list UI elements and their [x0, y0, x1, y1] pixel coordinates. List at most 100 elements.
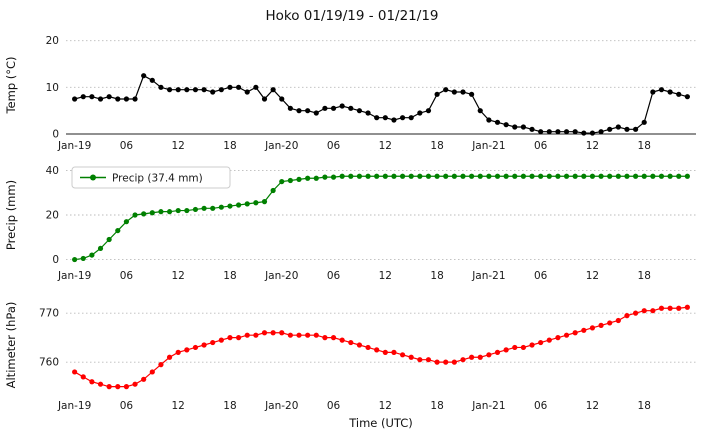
data-point [512, 173, 518, 179]
data-point [348, 105, 354, 111]
data-point [330, 335, 337, 341]
data-point [141, 73, 147, 79]
data-point [555, 173, 561, 179]
data-point [615, 173, 621, 179]
data-point [503, 173, 509, 179]
data-point [192, 87, 199, 93]
data-point [607, 320, 613, 326]
data-point [365, 344, 371, 351]
data-point [615, 124, 621, 130]
data-point [538, 129, 544, 135]
charts-container: 0 10 20 Jan-19 06 12 18 Jan-20 06 12 18 Jan-21 06 12 1… [0, 28, 704, 418]
y-axis-label-altimeter: Altimeter (hPa) [4, 302, 18, 389]
data-point [607, 173, 613, 179]
data-point [529, 173, 535, 179]
data-point [443, 87, 449, 93]
data-point [624, 173, 630, 179]
data-point [339, 173, 345, 179]
data-point [89, 379, 95, 385]
data-point [529, 126, 535, 132]
data-point [451, 89, 457, 95]
data-point [667, 89, 673, 95]
data-point [382, 115, 388, 121]
data-point [158, 84, 164, 90]
x-tick-label: Jan-20 [264, 140, 298, 152]
data-point [598, 129, 604, 135]
data-point [305, 108, 311, 114]
data-point [417, 357, 423, 363]
data-point [339, 103, 345, 109]
data-point [399, 173, 406, 179]
data-point [555, 335, 561, 341]
data-point [469, 173, 475, 179]
data-point [417, 173, 423, 179]
data-point [244, 89, 250, 95]
series-line-precip [74, 175, 688, 261]
data-point [236, 335, 242, 341]
data-point [236, 84, 242, 90]
data-point [166, 87, 173, 93]
data-point [650, 308, 656, 314]
data-point [330, 174, 337, 180]
data-point [305, 175, 311, 181]
y-tick-label: 760 [39, 357, 59, 369]
y-tick-label: 10 [46, 82, 59, 94]
data-point [529, 342, 535, 348]
x-tick-label: 12 [172, 400, 185, 412]
x-tick-label: 06 [327, 400, 341, 412]
data-point [667, 305, 673, 311]
data-point [313, 175, 319, 181]
data-point [210, 205, 216, 211]
x-tick-label: 06 [120, 140, 134, 152]
data-point [382, 173, 388, 179]
data-point [218, 337, 224, 343]
data-point [563, 173, 570, 179]
data-point [650, 173, 656, 179]
data-point [123, 384, 130, 390]
data-point [296, 108, 302, 114]
data-point [322, 335, 328, 341]
data-point [261, 199, 268, 205]
data-point [572, 330, 578, 336]
x-tick-label: 12 [379, 270, 392, 282]
data-point [425, 173, 432, 179]
data-point [115, 384, 121, 390]
data-point [589, 173, 596, 179]
data-point [253, 200, 259, 206]
data-point [72, 369, 78, 375]
data-point [218, 87, 224, 93]
legend-label: Precip (37.4 mm) [112, 172, 203, 184]
data-point [175, 349, 181, 355]
series-line-altimeter [74, 306, 688, 388]
x-tick-label: Jan-21 [471, 140, 505, 152]
data-point [270, 87, 276, 93]
data-point [469, 354, 475, 360]
data-point [676, 305, 682, 311]
data-point [261, 330, 268, 336]
data-point [356, 173, 363, 179]
x-tick-label: 12 [379, 400, 392, 412]
data-point [89, 252, 95, 258]
data-point [555, 129, 561, 135]
x-tick-label: Jan-19 [57, 140, 91, 152]
y-tick-label: 0 [52, 254, 59, 266]
legend-box [71, 166, 231, 189]
data-point [477, 173, 483, 179]
data-point [632, 173, 639, 179]
x-tick-label: 12 [172, 270, 185, 282]
data-point [296, 176, 302, 182]
data-point [615, 317, 621, 324]
data-point [132, 96, 138, 102]
data-point [270, 187, 276, 194]
x-tick-label: 06 [120, 270, 134, 282]
data-point [279, 178, 285, 185]
data-point [313, 332, 319, 338]
data-point [227, 203, 233, 209]
data-point [641, 308, 647, 314]
data-point [365, 110, 371, 116]
data-point [494, 349, 501, 355]
x-tick-label: 12 [586, 400, 599, 412]
data-point [97, 381, 104, 387]
data-point [72, 96, 78, 102]
x-tick-label: 06 [120, 400, 134, 412]
